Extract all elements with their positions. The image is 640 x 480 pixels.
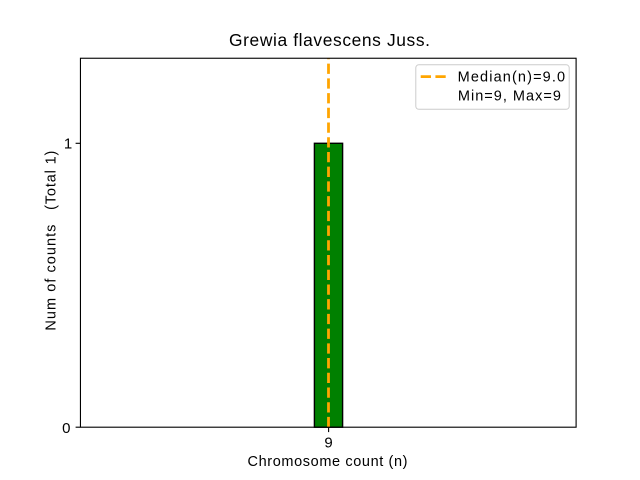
svg-text:(Total 1): (Total 1) <box>43 151 59 210</box>
svg-text:9: 9 <box>324 435 332 452</box>
svg-text:Median(n)=9.0: Median(n)=9.0 <box>458 70 565 86</box>
svg-text:Chromosome count (n): Chromosome count (n) <box>248 454 408 470</box>
svg-text:Min=9, Max=9: Min=9, Max=9 <box>458 88 561 104</box>
svg-text:Num of counts: Num of counts <box>43 225 59 331</box>
svg-text:Grewia flavescens Juss.: Grewia flavescens Juss. <box>229 30 430 50</box>
svg-text:1: 1 <box>64 135 72 152</box>
svg-text:0: 0 <box>62 420 70 437</box>
